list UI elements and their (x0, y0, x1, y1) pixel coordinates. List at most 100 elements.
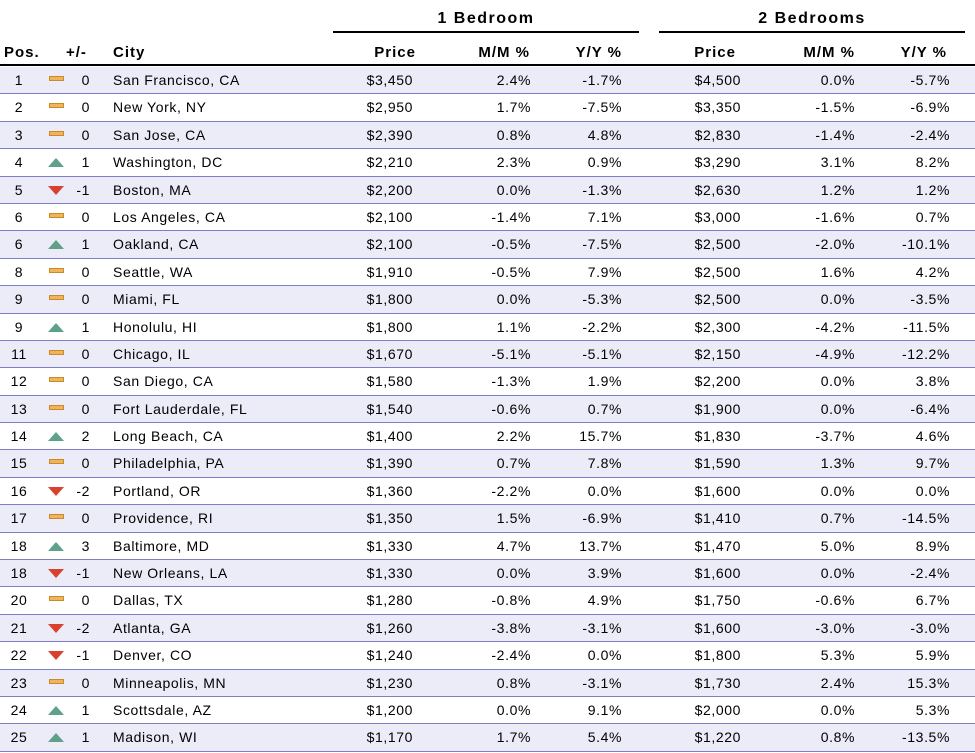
mm-1br: 1.7% (496, 729, 531, 746)
position-cell: 2 (14, 99, 24, 116)
change-value: -1 (76, 565, 90, 582)
price-2br: $2,150 (694, 345, 741, 362)
position-cell: 18 (10, 565, 28, 582)
yy-1br: 7.9% (587, 263, 622, 280)
table-body: 1 0 San Francisco, CA $3,450 2.4% -1.7% $4,500… (0, 67, 975, 752)
yy-1br: -1.7% (582, 72, 622, 88)
group-header-1-bedroom: 1 Bedroom (437, 10, 535, 27)
city-name: San Diego, CA (113, 373, 214, 390)
change-value: 1 (81, 236, 90, 253)
table-row: 17 0 Providence, RI $1,350 1.5% -6.9% $1,410 0.… (0, 505, 975, 533)
price-2br: $4,500 (694, 72, 741, 88)
mm-2br: 5.0% (820, 537, 855, 554)
yy-2br: -3.5% (910, 291, 950, 308)
group-underline-1-bedroom (333, 31, 639, 33)
table-row: 18 -1 New Orleans, LA $1,330 0.0% 3.9% $1,600 0… (0, 560, 975, 588)
change-value: 0 (81, 345, 90, 362)
price-2br: $1,730 (694, 674, 741, 691)
price-1br: $2,200 (366, 181, 413, 198)
mm-1br: 2.2% (496, 428, 531, 445)
yy-2br: 4.2% (915, 263, 950, 280)
change-value: 1 (81, 318, 90, 335)
price-2br: $2,500 (694, 236, 741, 253)
change-value: 0 (81, 400, 90, 417)
position-cell: 8 (14, 263, 24, 280)
mm-2br: 0.0% (820, 400, 855, 417)
yy-2br: 6.7% (915, 592, 950, 609)
yy-1br: -3.1% (582, 619, 622, 636)
table-row: 6 1 Oakland, CA $2,100 -0.5% -7.5% $2,500 -2.0%… (0, 231, 975, 259)
trend-flat-icon (47, 505, 65, 532)
price-1br: $1,240 (366, 647, 413, 664)
price-2br: $1,600 (694, 619, 741, 636)
mm-1br: -0.6% (491, 400, 531, 417)
change-value: 0 (81, 291, 90, 308)
price-2br: $1,600 (694, 482, 741, 499)
yy-2br: -2.4% (910, 126, 950, 143)
mm-2br: -1.6% (815, 208, 855, 225)
table-row: 25 1 Madison, WI $1,170 1.7% 5.4% $1,220 0.8% -1… (0, 724, 975, 752)
trend-down-icon (47, 177, 65, 204)
trend-flat-icon (47, 67, 65, 94)
yy-2br: 5.9% (915, 647, 950, 664)
price-1br: $3,450 (366, 72, 413, 88)
change-value: 0 (81, 208, 90, 225)
position-cell: 6 (14, 236, 24, 253)
header-divider (0, 64, 975, 66)
change-value: 0 (81, 126, 90, 143)
mm-2br: 1.6% (820, 263, 855, 280)
yy-1br: 4.8% (587, 126, 622, 143)
change-value: -1 (76, 647, 90, 664)
yy-2br: -3.0% (910, 619, 950, 636)
trend-up-icon (47, 533, 65, 560)
trend-flat-icon (47, 396, 65, 423)
price-1br: $1,800 (366, 291, 413, 308)
yy-1br: 7.1% (587, 208, 622, 225)
mm-2br: 5.3% (820, 647, 855, 664)
mm-2br: 1.3% (820, 455, 855, 472)
mm-2br: -4.9% (815, 345, 855, 362)
price-1br: $1,800 (366, 318, 413, 335)
position-cell: 16 (10, 482, 28, 499)
mm-1br: -5.1% (491, 345, 531, 362)
mm-1br: -3.8% (491, 619, 531, 636)
trend-up-icon (47, 231, 65, 258)
mm-1br: -0.5% (491, 263, 531, 280)
yy-2br: 9.7% (915, 455, 950, 472)
city-name: New York, NY (113, 99, 207, 116)
trend-flat-icon (47, 341, 65, 368)
position-cell: 20 (10, 592, 28, 609)
trend-flat-icon (47, 259, 65, 286)
mm-2br: -1.4% (815, 126, 855, 143)
table-row: 2 0 New York, NY $2,950 1.7% -7.5% $3,350 -1.5%… (0, 94, 975, 122)
position-cell: 4 (14, 154, 24, 171)
price-2br: $2,200 (694, 373, 741, 390)
price-2br: $1,750 (694, 592, 741, 609)
price-2br: $3,290 (694, 154, 741, 171)
price-1br: $1,580 (366, 373, 413, 390)
mm-1br: 2.3% (496, 154, 531, 171)
yy-2br: -12.2% (902, 345, 950, 362)
col-header-city: City (113, 44, 146, 61)
price-1br: $1,280 (366, 592, 413, 609)
mm-1br: -2.4% (491, 647, 531, 664)
position-cell: 6 (14, 208, 24, 225)
price-1br: $1,910 (366, 263, 413, 280)
city-name: Minneapolis, MN (113, 674, 227, 691)
position-cell: 23 (10, 674, 28, 691)
change-value: 1 (81, 729, 90, 746)
mm-2br: -4.2% (815, 318, 855, 335)
position-cell: 5 (14, 181, 24, 198)
position-cell: 11 (11, 345, 27, 362)
price-1br: $1,350 (366, 510, 413, 527)
table-row: 12 0 San Diego, CA $1,580 -1.3% 1.9% $2,200 0.0… (0, 368, 975, 396)
mm-1br: 0.7% (496, 455, 531, 472)
yy-1br: -6.9% (582, 510, 622, 527)
table-row: 3 0 San Jose, CA $2,390 0.8% 4.8% $2,830 -1.4% -… (0, 121, 975, 150)
mm-1br: -2.2% (491, 482, 531, 499)
price-1br: $1,200 (366, 701, 413, 718)
change-value: 2 (81, 428, 90, 445)
mm-2br: 0.0% (820, 291, 855, 308)
price-1br: $1,540 (366, 400, 413, 417)
price-1br: $2,950 (366, 99, 413, 116)
